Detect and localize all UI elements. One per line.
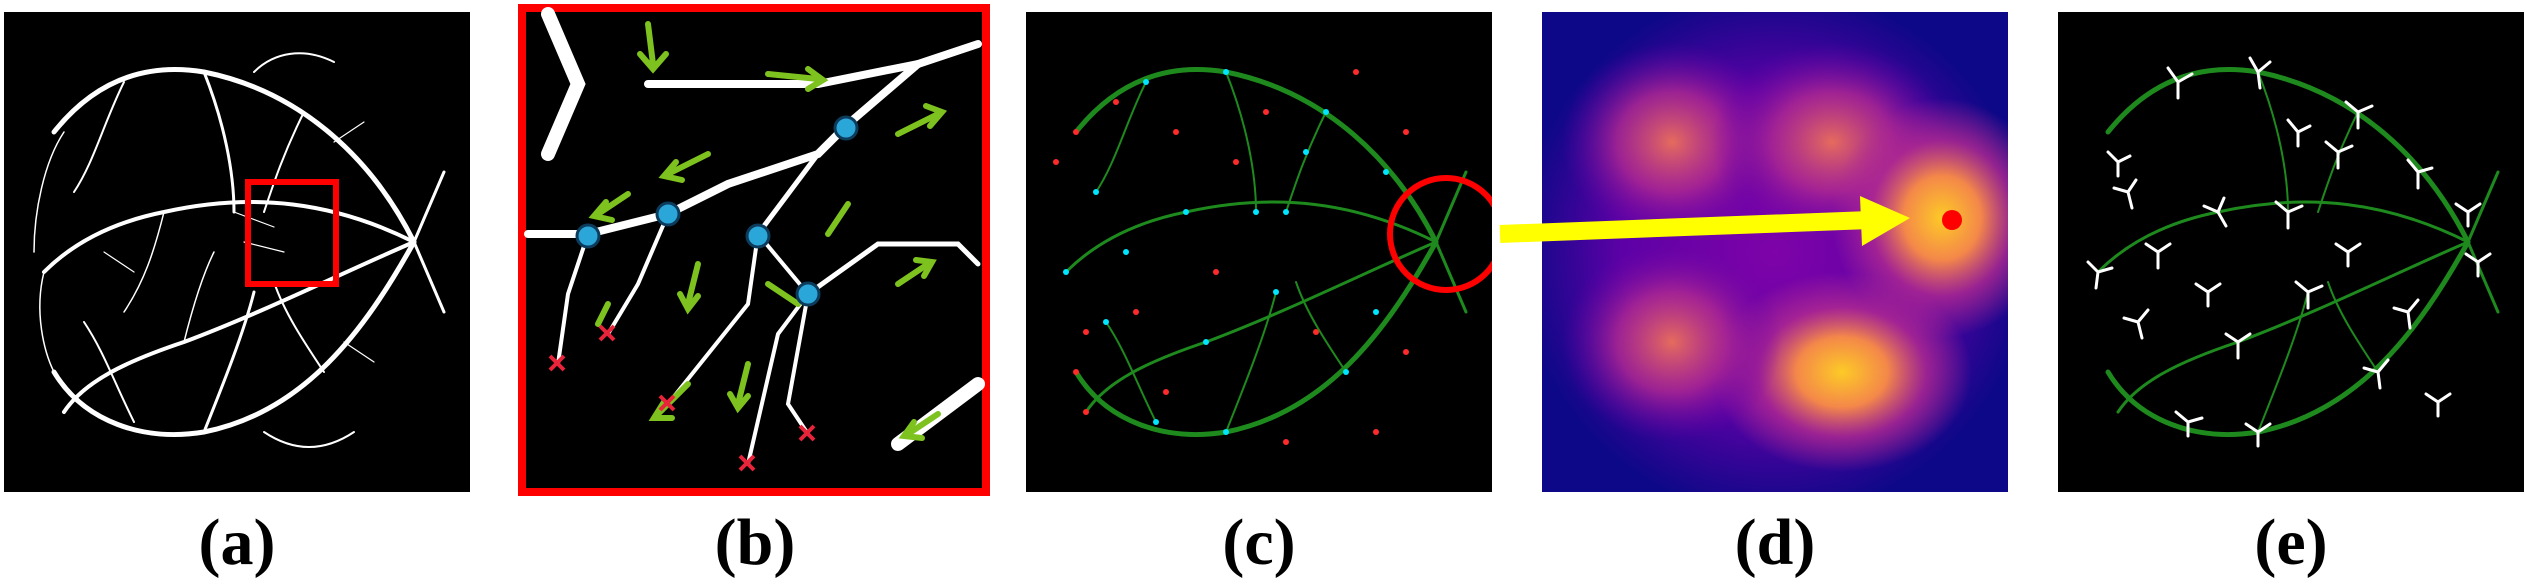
vessel-tree-a — [33, 52, 446, 448]
junction-points-b — [575, 115, 859, 307]
graph-edges-c — [1064, 67, 1468, 437]
black-background — [1026, 12, 1492, 492]
endpoints-b — [548, 324, 816, 472]
caption-b: (b) — [714, 506, 796, 579]
panel-c-vessel-graph — [1026, 12, 1492, 492]
heatmap-d — [1542, 12, 2008, 492]
panel-e-branch-markers — [2058, 12, 2524, 492]
caption-e: (e) — [2254, 506, 2328, 579]
peak-point — [1942, 210, 1962, 230]
branch-markers-e — [2086, 56, 2492, 448]
hotspot-upper-left — [1562, 42, 1782, 242]
caption-a: (a) — [198, 506, 276, 579]
panel-a-vessel-segmentation — [4, 12, 470, 492]
hotspot-lower-left — [1562, 242, 1782, 442]
caption-c: (c) — [1222, 506, 1296, 579]
caption-d: (d) — [1734, 506, 1816, 579]
vessel-graph-c — [1026, 12, 1492, 492]
vessel-graph-e — [2058, 12, 2524, 492]
graph-edges-e — [2096, 67, 2500, 437]
junction-nodes-c — [1063, 69, 1389, 435]
panel-b-zoomed-crop — [518, 4, 990, 496]
optic-disc-highlight — [1387, 175, 1492, 293]
panel-d-heatmap — [1542, 12, 2008, 492]
highlight-box — [245, 179, 339, 287]
vessel-map-a — [4, 12, 470, 492]
flow-arrows — [588, 21, 948, 441]
zoomed-crop-b — [518, 4, 990, 496]
black-background — [2058, 12, 2524, 492]
black-background — [4, 12, 470, 492]
endpoint-nodes-c — [1053, 69, 1409, 445]
